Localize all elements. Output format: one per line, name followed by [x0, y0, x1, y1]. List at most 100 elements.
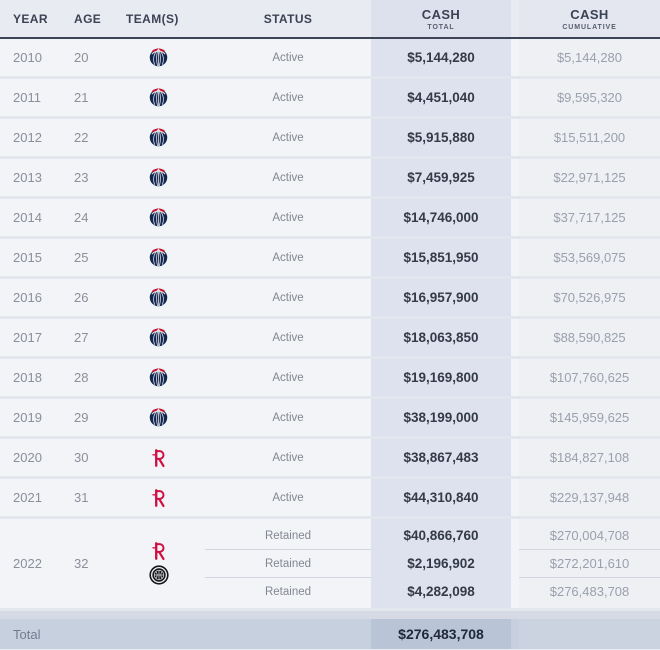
teams-cell	[112, 199, 205, 236]
cash-total-cell: $40,866,760 $2,196,902 $4,282,098	[371, 519, 511, 608]
cash-total-cell: $18,063,850	[371, 319, 511, 356]
status-value: Retained	[264, 585, 312, 598]
column-header-cash-total: CASH TOTAL	[371, 0, 511, 37]
year-value: 2015	[13, 250, 42, 265]
year-value: 2020	[13, 450, 42, 465]
cash-total-cell: $5,144,280	[371, 39, 511, 76]
total-cumulative-cell	[519, 619, 660, 649]
year-value: 2017	[13, 330, 42, 345]
rockets-logo-icon	[151, 488, 166, 508]
status-cell: Active	[272, 411, 304, 424]
table-row-2016: 2016 26 Active $16,957,900 $70,526,975	[0, 279, 660, 319]
table-row-2019: 2019 29 Active $38,199,000 $145,959,625	[0, 399, 660, 439]
year-value: 2014	[13, 210, 42, 225]
rockets-logo-icon	[151, 448, 166, 468]
total-label: Total	[13, 626, 41, 642]
age-value: 32	[74, 556, 89, 571]
wizards-logo-icon	[148, 167, 169, 188]
age-value: 22	[74, 130, 89, 145]
cash-total-cell: $19,169,800	[371, 359, 511, 396]
status-cell: Active	[272, 91, 304, 104]
cash-total-value: $2,196,902	[407, 555, 475, 571]
teams-cell	[112, 239, 205, 276]
cash-cumulative-cell: $9,595,320	[519, 79, 660, 116]
cash-total-cell: $16,957,900	[371, 279, 511, 316]
year-value: 2018	[13, 370, 42, 385]
wizards-logo-icon	[148, 367, 169, 388]
year-value: 2022	[13, 556, 42, 571]
wizards-logo-icon	[148, 47, 169, 68]
column-header-year: YEAR	[13, 11, 48, 26]
cash-total-value: $40,866,760	[403, 527, 479, 543]
age-value: 21	[74, 90, 89, 105]
status-cell: Active	[272, 211, 304, 224]
table-row-2017: 2017 27 Active $18,063,850 $88,590,825	[0, 319, 660, 359]
cash-cumulative-cell: $22,971,125	[519, 159, 660, 196]
table-row-2020: 2020 30 Active $38,867,483 $184,827,108	[0, 439, 660, 479]
column-header-cash-cumulative: CASH CUMULATIVE	[519, 0, 660, 37]
status-cell: Active	[272, 51, 304, 64]
status-value: Retained	[205, 550, 371, 578]
status-cell: Active	[272, 251, 304, 264]
cash-cumulative-cell: $15,511,200	[519, 119, 660, 156]
cash-cumulative-cell: $37,717,125	[519, 199, 660, 236]
cash-total-cell: $5,915,880	[371, 119, 511, 156]
teams-cell	[112, 479, 205, 516]
wizards-logo-icon	[148, 87, 169, 108]
total-cash-value: $276,483,708	[371, 619, 511, 649]
table-body: 2010 20 Active $5,144,280 $5,144,280 2011 21 …	[0, 39, 660, 611]
cash-cumulative-cell: $145,959,625	[519, 399, 660, 436]
teams-cell	[112, 359, 205, 396]
age-value: 31	[74, 490, 89, 505]
status-cell: Active	[272, 491, 304, 504]
cash-total-value: $4,282,098	[407, 583, 475, 599]
header-divider	[0, 37, 660, 39]
status-cell: Active	[272, 451, 304, 464]
age-value: 25	[74, 250, 89, 265]
table-row-2010: 2010 20 Active $5,144,280 $5,144,280	[0, 39, 660, 79]
wizards-logo-icon	[148, 287, 169, 308]
wizards-logo-icon	[148, 127, 169, 148]
cash-total-cell: $4,451,040	[371, 79, 511, 116]
year-value: 2019	[13, 410, 42, 425]
teams-cell	[112, 399, 205, 436]
cash-total-cell: $15,851,950	[371, 239, 511, 276]
column-header-status: STATUS	[263, 11, 313, 26]
cash-cumulative-cell: $53,569,075	[519, 239, 660, 276]
cash-total-cell: $38,199,000	[371, 399, 511, 436]
status-cell: Active	[272, 131, 304, 144]
teams-cell	[112, 439, 205, 476]
table-row-2021: 2021 31 Active $44,310,840 $229,137,948	[0, 479, 660, 519]
table-row-2011: 2011 21 Active $4,451,040 $9,595,320	[0, 79, 660, 119]
column-header-age: AGE	[74, 11, 102, 26]
column-header-teams: TEAM(S)	[126, 11, 179, 26]
teams-cell	[112, 279, 205, 316]
wizards-logo-icon	[148, 407, 169, 428]
teams-cell	[112, 319, 205, 356]
cash-cumulative-cell: $184,827,108	[519, 439, 660, 476]
status-value: Retained	[205, 522, 371, 550]
cash-total-cell: $38,867,483	[371, 439, 511, 476]
teams-cell	[112, 159, 205, 196]
age-value: 26	[74, 290, 89, 305]
cash-cumulative-value: $272,201,610	[519, 550, 660, 578]
cash-cumulative-cell: $229,137,948	[519, 479, 660, 516]
status-cell: Active	[272, 371, 304, 384]
teams-cell	[112, 79, 205, 116]
wizards-logo-icon	[148, 207, 169, 228]
cash-cumulative-cell: $5,144,280	[519, 39, 660, 76]
cash-cumulative-value: $270,004,708	[519, 522, 660, 550]
teams-cell	[112, 519, 205, 608]
clippers-logo-icon	[148, 564, 170, 586]
age-value: 23	[74, 170, 89, 185]
table-row-2013: 2013 23 Active $7,459,925 $22,971,125	[0, 159, 660, 199]
age-value: 27	[74, 330, 89, 345]
cash-cumulative-cell: $107,760,625	[519, 359, 660, 396]
status-cell: Retained Retained Retained	[205, 519, 371, 608]
age-value: 29	[74, 410, 89, 425]
age-value: 28	[74, 370, 89, 385]
wizards-logo-icon	[148, 247, 169, 268]
status-cell: Active	[272, 331, 304, 344]
cash-cumulative-cell: $270,004,708 $272,201,610 $276,483,708	[519, 519, 660, 608]
table-header: YEAR AGE TEAM(S) STATUS CASH TOTAL CASH …	[0, 0, 660, 37]
